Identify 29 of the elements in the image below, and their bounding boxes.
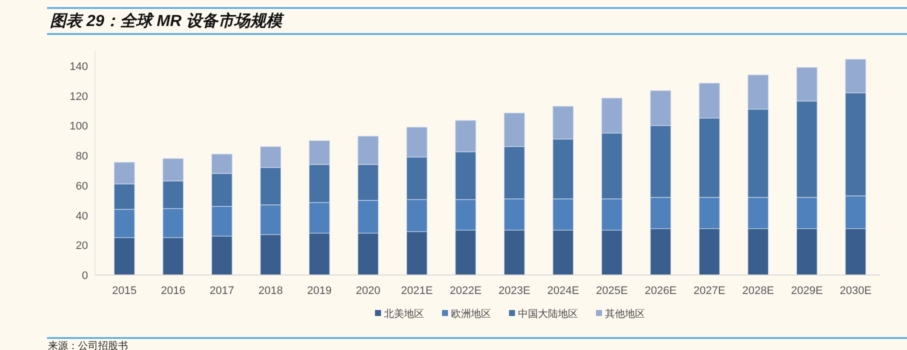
x-tick-label: 2029E: [790, 285, 823, 297]
y-tick-label: 100: [70, 120, 88, 133]
y-tick-label: 40: [76, 210, 88, 222]
x-tick-label: 2026E: [644, 285, 677, 297]
x-tick-label: 2030E: [840, 285, 872, 297]
y-tick-label: 60: [76, 180, 88, 192]
x-tick-label: 2015: [112, 285, 137, 297]
legend-label: 欧洲地区: [451, 308, 491, 320]
y-tick-label: 140: [70, 60, 88, 73]
x-tick-label: 2023E: [498, 285, 530, 297]
legend-label: 北美地区: [384, 308, 424, 320]
x-tick-label: 2016: [160, 285, 186, 297]
x-tick-label: 2018: [258, 285, 283, 297]
legend-label: 其他地区: [605, 308, 645, 320]
x-tick-label: 2020: [356, 285, 380, 297]
x-tick-label: 2025E: [596, 285, 628, 297]
x-tick-label: 2022E: [450, 285, 482, 297]
x-tick-label: 2024E: [547, 285, 580, 297]
y-tick-label: 120: [70, 90, 88, 103]
x-tick-label: 2027E: [693, 285, 726, 297]
legend-label: 中国大陆地区: [518, 308, 578, 320]
x-tick-label: 2017: [210, 285, 234, 297]
y-tick-label: 0: [82, 270, 88, 282]
x-tick-label: 2028E: [742, 285, 774, 297]
y-tick-label: 80: [76, 150, 88, 163]
y-tick-label: 20: [76, 240, 88, 252]
x-tick-label: 2021E: [400, 285, 433, 297]
chart-title: 图表 29：全球 MR 设备市场规模: [50, 12, 286, 30]
x-tick-label: 2019: [307, 285, 332, 297]
